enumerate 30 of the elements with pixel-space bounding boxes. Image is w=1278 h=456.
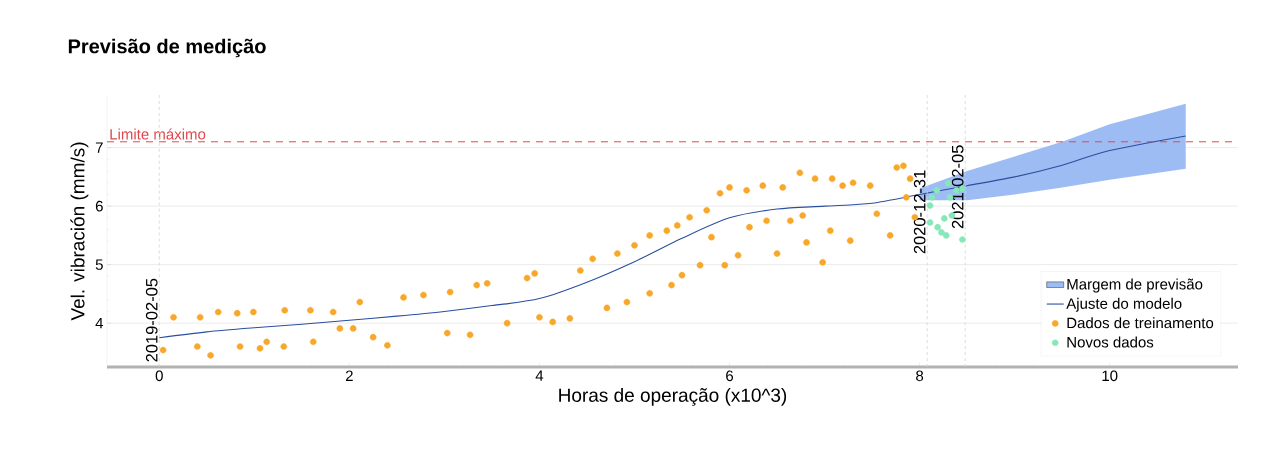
- point: [942, 232, 950, 239]
- x-tick-label: 4: [535, 370, 544, 381]
- point: [941, 215, 948, 222]
- y-axis-title: Vel. vibración (mm/s): [70, 142, 89, 321]
- point: [934, 223, 941, 231]
- y-tick-label: 4: [95, 317, 104, 329]
- y-tick-label: 5: [95, 259, 103, 270]
- legend-label: Ajuste do modelo: [1066, 297, 1182, 312]
- x-tick-label: 10: [1102, 370, 1118, 382]
- annotation: 2019-02-05: [145, 278, 158, 362]
- x-tick-label: 8: [916, 370, 924, 382]
- y-tick-label: 6: [95, 200, 103, 212]
- ref-line-label: Limite máximo: [110, 128, 206, 140]
- point: [926, 202, 934, 209]
- point: [944, 180, 952, 187]
- legend-label: Novos dados: [1067, 336, 1154, 348]
- x-axis-title: Horas de operação (x10^3): [559, 387, 787, 406]
- x-tick-label: 2: [345, 370, 353, 381]
- point: [928, 194, 936, 201]
- legend-label: Margem de previsão: [1067, 278, 1203, 293]
- annotation: 2020-12-31: [913, 170, 926, 254]
- chart-title: Previsão de medição: [68, 38, 266, 58]
- point: [926, 219, 934, 226]
- point: [933, 187, 941, 194]
- point: [959, 236, 966, 243]
- annotation: 2021-02-05: [951, 145, 964, 229]
- legend-label: Dados de treinamento: [1067, 317, 1214, 329]
- x-tick-label: 6: [726, 370, 734, 382]
- y-tick-label: 7: [95, 142, 103, 153]
- x-tick-label: 0: [155, 370, 163, 382]
